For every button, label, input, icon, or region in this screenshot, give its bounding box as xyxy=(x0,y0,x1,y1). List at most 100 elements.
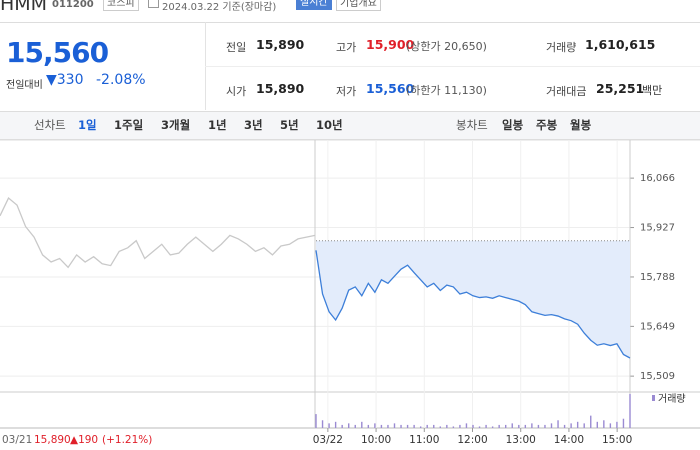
stock-name: HMM xyxy=(0,0,48,15)
volume-bar xyxy=(531,423,533,428)
volume-bar xyxy=(583,423,585,428)
volume-bar xyxy=(321,420,324,428)
volume-bar xyxy=(563,424,566,428)
volume-bar xyxy=(544,424,546,428)
period-tab[interactable]: 10년 xyxy=(316,118,343,132)
x-tick-label: 10:00 xyxy=(361,434,391,446)
prev-close: 15,890 xyxy=(34,434,71,446)
volume-bar xyxy=(550,423,553,428)
stat-value: 25,251 xyxy=(596,81,645,96)
volume-bar xyxy=(354,424,356,428)
legend-label: 거래량 xyxy=(658,393,686,405)
volume-bar xyxy=(334,421,337,428)
volume-bar xyxy=(570,423,572,428)
stat-unit: 백만 xyxy=(642,84,663,97)
volume-bar xyxy=(622,418,625,428)
x-tick-label: 12:00 xyxy=(457,434,487,446)
period-tab[interactable]: 3개월 xyxy=(161,118,191,132)
divider xyxy=(0,22,700,23)
volume-bar xyxy=(361,421,363,428)
y-tick-label: 15,788 xyxy=(640,272,675,283)
stat-note: (상한가 20,650) xyxy=(406,40,487,53)
x-tick-label: 15:00 xyxy=(602,434,632,446)
volume-bar xyxy=(459,424,461,428)
volume-bar xyxy=(393,423,396,428)
stat-label: 저가 xyxy=(336,85,357,98)
tab-label: 봉차트 xyxy=(456,118,488,132)
price-line xyxy=(0,197,316,269)
volume-bar xyxy=(603,420,605,428)
prev-change-pct: (+1.21%) xyxy=(102,434,152,446)
volume-bar xyxy=(511,423,513,428)
volume-bar xyxy=(367,424,370,428)
period-tab[interactable]: 일봉 xyxy=(502,118,524,132)
period-tab[interactable]: 5년 xyxy=(280,118,299,132)
volume-bar xyxy=(616,421,618,428)
stat-value: 15,890 xyxy=(256,37,305,52)
stat-note: (하한가 11,130) xyxy=(406,84,487,97)
volume-bar xyxy=(596,421,598,428)
market: 코스피 xyxy=(103,0,139,11)
volume-bar xyxy=(505,424,507,428)
y-tick-label: 15,509 xyxy=(640,371,675,382)
volume-bar xyxy=(446,424,448,428)
company-info-button[interactable]: 기업개요 xyxy=(336,0,381,11)
volume-bar xyxy=(590,415,592,428)
volume-bar xyxy=(629,394,631,428)
volume-bar xyxy=(374,423,376,428)
period-tab[interactable]: 1주일 xyxy=(114,118,144,132)
volume-bar xyxy=(472,424,474,428)
x-tick-label: 11:00 xyxy=(409,434,439,446)
period-tab[interactable]: 주봉 xyxy=(536,118,558,132)
volume-bar xyxy=(400,424,402,428)
volume-bar xyxy=(419,426,422,428)
y-tick-label: 15,649 xyxy=(640,321,675,332)
x-tick-label: 03/22 xyxy=(313,434,343,446)
period-tab[interactable]: 3년 xyxy=(244,118,263,132)
stat-value: 1,610,615 xyxy=(585,37,656,52)
period-tab[interactable]: 1년 xyxy=(208,118,227,132)
volume-bar xyxy=(491,426,494,428)
volume-bar xyxy=(328,423,330,428)
volume-bar xyxy=(537,424,540,428)
calendar-icon xyxy=(148,0,159,8)
legend-swatch xyxy=(652,395,655,401)
period-tab[interactable]: 월봉 xyxy=(570,118,592,132)
realtime-button[interactable]: 실시간 xyxy=(296,0,332,10)
volume-bar xyxy=(609,423,612,428)
divider xyxy=(205,66,700,67)
stat-value: 15,900 xyxy=(366,37,415,52)
stat-label: 시가 xyxy=(226,85,247,98)
prev-change: ▲190 xyxy=(70,434,98,446)
volume-bar xyxy=(465,423,468,428)
volume-bar xyxy=(557,420,559,428)
stat-label: 거래대금 xyxy=(546,85,587,98)
volume-bar xyxy=(524,424,527,428)
stat-label: 고가 xyxy=(336,41,357,54)
volume-bar xyxy=(439,426,441,428)
stat-label: 전일 xyxy=(226,41,247,54)
change: ▼330 xyxy=(46,72,84,88)
stat-value: 15,560 xyxy=(366,81,415,96)
period-tab[interactable]: 1일 xyxy=(78,118,97,132)
x-tick-label: 14:00 xyxy=(554,434,584,446)
stat-label: 거래량 xyxy=(546,41,577,54)
area-fill xyxy=(316,240,630,359)
volume-bar xyxy=(485,424,487,428)
volume-bar xyxy=(406,424,409,428)
prev-date: 03/21 xyxy=(2,434,32,446)
volume-bar xyxy=(433,424,435,428)
volume-bar xyxy=(380,424,383,428)
volume-bar xyxy=(348,423,350,428)
tab-bar xyxy=(0,111,700,140)
tab-label: 선차트 xyxy=(34,118,66,132)
volume-bar xyxy=(413,424,415,428)
volume-bar xyxy=(315,414,317,428)
volume-bar xyxy=(387,424,389,428)
change-label: 전일대비 xyxy=(6,80,43,91)
stat-value: 15,890 xyxy=(256,81,305,96)
x-tick-label: 13:00 xyxy=(506,434,536,446)
change-percent: -2.08% xyxy=(96,72,146,88)
